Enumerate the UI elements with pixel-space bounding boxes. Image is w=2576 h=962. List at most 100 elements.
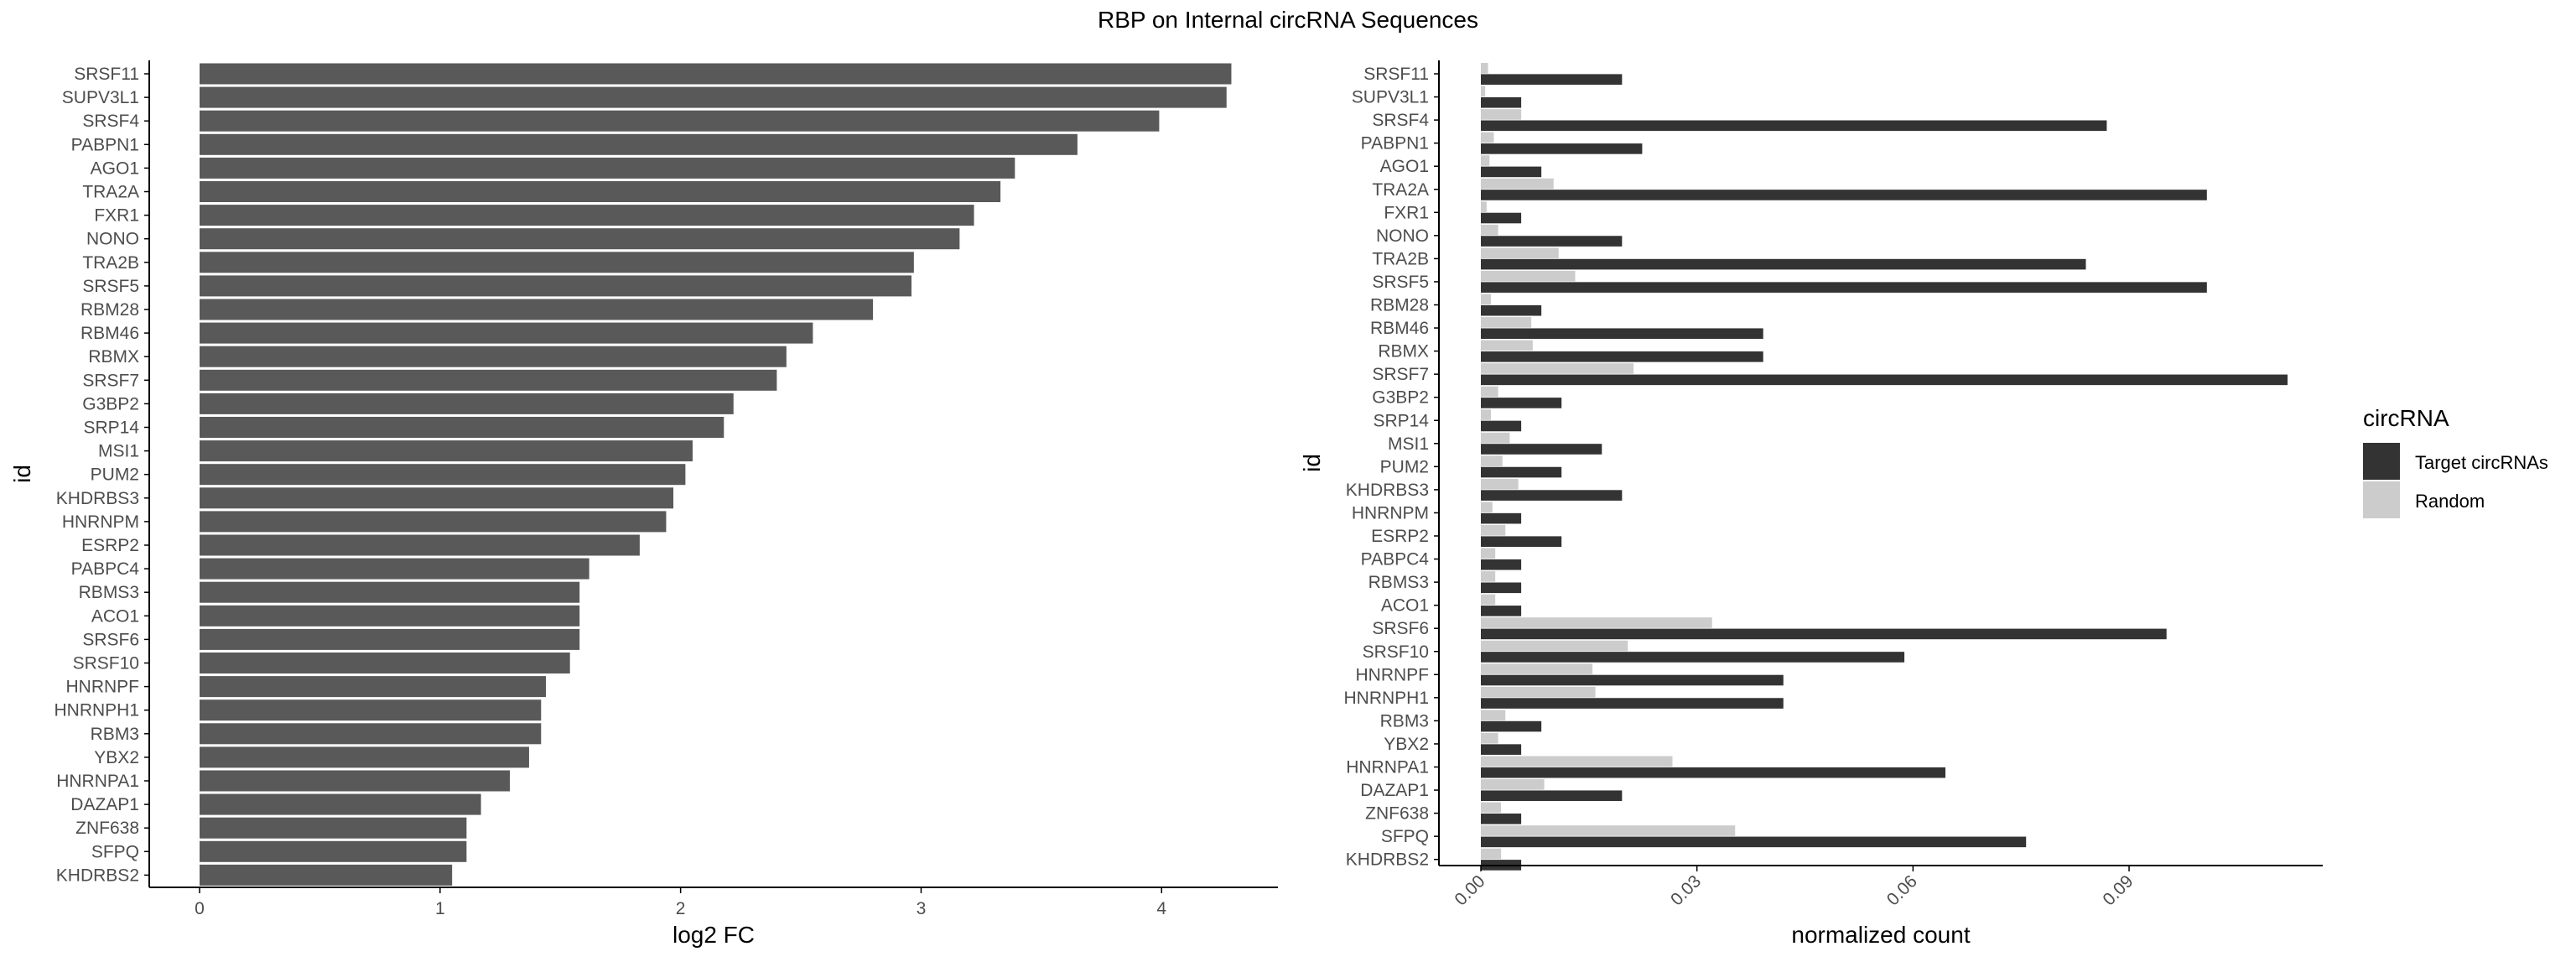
legend-title: circRNA — [2363, 405, 2449, 431]
bar-log2fc-rbms3 — [200, 581, 580, 603]
y-tick-label-right-esrp2: ESRP2 — [1371, 527, 1429, 546]
bar-random-srsf5 — [1481, 270, 1576, 282]
x-tick-label-right-0-03: 0.03 — [1667, 871, 1705, 909]
bar-log2fc-srsf7 — [200, 369, 777, 391]
y-tick-label-right-hnrnpf: HNRNPF — [1356, 665, 1430, 684]
bar-target-fxr1 — [1481, 212, 1522, 224]
bar-log2fc-rbm28 — [200, 299, 874, 320]
bar-log2fc-supv3l1 — [200, 86, 1227, 108]
bar-log2fc-pum2 — [200, 464, 686, 486]
bar-random-srsf6 — [1481, 617, 1712, 628]
bar-random-pabpn1 — [1481, 132, 1494, 143]
bar-random-ybx2 — [1481, 732, 1498, 744]
bar-log2fc-ago1 — [200, 157, 1015, 179]
legend-label-random: Random — [2415, 491, 2485, 512]
bar-target-ybx2 — [1481, 744, 1522, 755]
y-tick-label-right-ago1: AGO1 — [1380, 157, 1429, 176]
bar-log2fc-tra2b — [200, 252, 914, 273]
bar-target-rbm46 — [1481, 328, 1763, 340]
bar-log2fc-hnrnph1 — [200, 699, 542, 721]
y-tick-label-right-hnrnpm: HNRNPM — [1352, 503, 1429, 523]
y-tick-label-left-tra2b: TRA2B — [82, 253, 139, 273]
bar-random-pabpc4 — [1481, 548, 1496, 559]
bar-target-sfpq — [1481, 836, 2027, 848]
y-tick-label-left-khdrbs3: KHDRBS3 — [56, 489, 139, 508]
y-tick-label-right-rbm28: RBM28 — [1370, 296, 1429, 315]
bar-random-khdrbs3 — [1481, 478, 1519, 490]
left-chart-panel: SRSF11 SUPV3L1 SRSF4 PABPN1 AGO1 TRA2A FXR1 NON… — [9, 60, 1278, 948]
y-tick-label-left-srsf4: SRSF4 — [82, 112, 139, 131]
y-tick-label-left-pabpn1: PABPN1 — [71, 135, 139, 154]
bar-log2fc-msi1 — [200, 440, 693, 462]
bar-log2fc-rbm3 — [200, 723, 542, 745]
bar-random-fxr1 — [1481, 201, 1487, 212]
x-axis-label-right: normalized count — [1791, 922, 1970, 948]
bar-random-nono — [1481, 224, 1498, 236]
y-tick-label-right-hnrnph1: HNRNPH1 — [1343, 689, 1429, 708]
y-tick-label-right-sfpq: SFPQ — [1381, 827, 1429, 846]
bar-log2fc-khdrbs2 — [200, 864, 453, 886]
bar-target-esrp2 — [1481, 536, 1562, 547]
bar-target-aco1 — [1481, 606, 1522, 616]
bar-log2fc-esrp2 — [200, 534, 640, 556]
bar-target-hnrnpf — [1481, 674, 1784, 686]
y-tick-label-left-srsf7: SRSF7 — [82, 371, 139, 390]
bar-random-esrp2 — [1481, 525, 1506, 536]
y-tick-label-left-hnrnph1: HNRNPH1 — [54, 701, 139, 720]
bar-log2fc-srp14 — [200, 417, 724, 438]
y-tick-label-right-srsf7: SRSF7 — [1372, 365, 1429, 384]
bar-log2fc-sfpq — [200, 840, 467, 862]
y-tick-label-left-aco1: ACO1 — [91, 606, 139, 626]
bar-log2fc-khdrbs3 — [200, 487, 674, 509]
bar-random-srsf10 — [1481, 640, 1628, 652]
y-tick-label-left-srsf11: SRSF11 — [74, 65, 139, 84]
bar-log2fc-srsf6 — [200, 628, 580, 650]
bar-target-srsf7 — [1481, 374, 2288, 386]
x-tick-label-left-3: 3 — [917, 899, 927, 918]
bar-target-rbmx — [1481, 351, 1763, 362]
bar-log2fc-srsf11 — [200, 63, 1232, 85]
bar-random-hnrnpm — [1481, 502, 1493, 513]
y-tick-label-left-hnrnpf: HNRNPF — [66, 678, 140, 697]
y-tick-label-left-ybx2: YBX2 — [94, 748, 139, 767]
y-tick-label-left-pabpc4: PABPC4 — [71, 559, 140, 579]
bar-random-rbms3 — [1481, 571, 1496, 582]
bar-target-tra2b — [1481, 258, 2086, 270]
bar-target-ago1 — [1481, 166, 1542, 178]
y-tick-label-left-sfpq: SFPQ — [91, 842, 139, 861]
y-tick-label-right-srsf4: SRSF4 — [1372, 111, 1429, 130]
bar-target-srsf5 — [1481, 282, 2207, 293]
bar-target-hnrnpa1 — [1481, 767, 1946, 778]
bar-target-srsf6 — [1481, 628, 2167, 640]
y-tick-label-right-supv3l1: SUPV3L1 — [1352, 88, 1429, 107]
y-tick-label-right-rbmx: RBMX — [1378, 342, 1429, 361]
y-tick-label-right-znf638: ZNF638 — [1365, 804, 1429, 824]
x-tick-label-left-4: 4 — [1156, 899, 1166, 918]
bar-random-aco1 — [1481, 594, 1496, 606]
bar-target-znf638 — [1481, 814, 1522, 824]
y-tick-label-right-khdrbs3: KHDRBS3 — [1346, 481, 1429, 500]
bar-random-khdrbs2 — [1481, 848, 1502, 860]
y-tick-label-left-pum2: PUM2 — [91, 465, 139, 485]
bar-log2fc-srsf5 — [200, 275, 911, 297]
bar-random-rbmx — [1481, 340, 1533, 351]
y-tick-label-right-khdrbs2: KHDRBS2 — [1346, 850, 1429, 870]
bar-random-rbm28 — [1481, 294, 1492, 305]
y-tick-label-left-srsf6: SRSF6 — [82, 630, 139, 649]
x-tick-label-right-0-00: 0.00 — [1451, 871, 1488, 909]
y-tick-label-right-srsf6: SRSF6 — [1372, 619, 1429, 638]
y-tick-label-left-tra2a: TRA2A — [82, 183, 139, 202]
bar-target-srp14 — [1481, 420, 1522, 432]
x-tick-label-right-0-06: 0.06 — [1883, 871, 1921, 909]
bar-random-sfpq — [1481, 825, 1736, 836]
y-tick-label-left-rbms3: RBMS3 — [79, 583, 139, 602]
y-tick-label-left-srp14: SRP14 — [83, 419, 139, 438]
x-tick-label-left-0: 0 — [195, 899, 205, 918]
y-tick-label-right-dazap1: DAZAP1 — [1360, 781, 1429, 800]
bar-log2fc-hnrnpa1 — [200, 770, 510, 792]
bar-random-znf638 — [1481, 802, 1502, 814]
bar-log2fc-hnrnpm — [200, 511, 667, 533]
bar-log2fc-hnrnpf — [200, 676, 547, 698]
